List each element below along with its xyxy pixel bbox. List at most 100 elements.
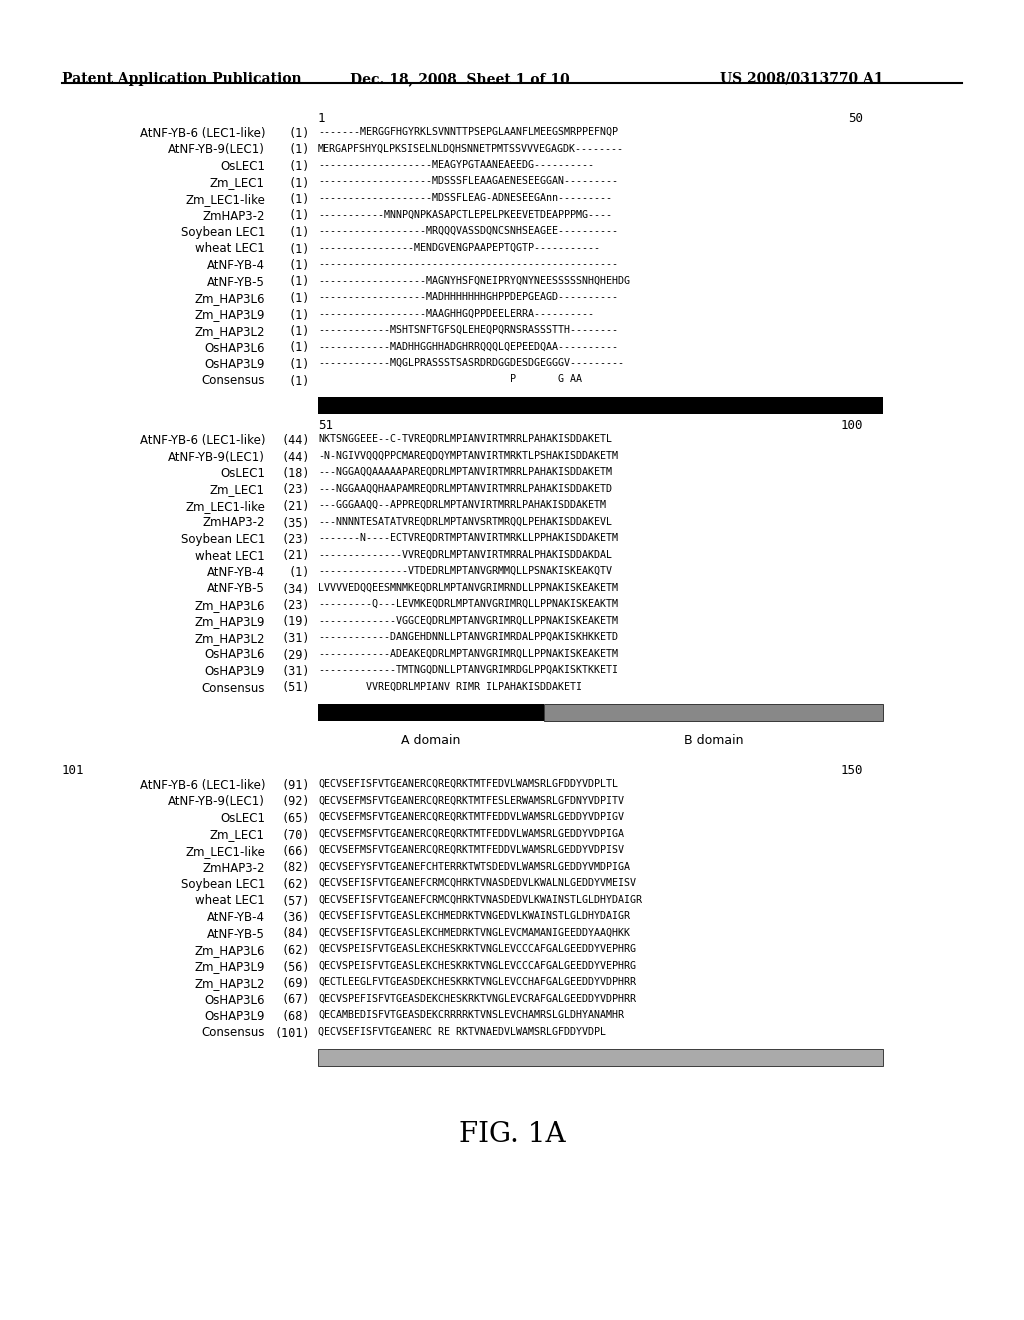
Text: US 2008/0313770 A1: US 2008/0313770 A1	[720, 73, 884, 86]
Text: QECVSEFISFVTGEANEFCRMCQHRKTVNASDEDVLKWALNLGEDDYVMEISV: QECVSEFISFVTGEANEFCRMCQHRKTVNASDEDVLKWAL…	[318, 878, 636, 888]
Text: ---------Q---LEVMKEQDRLMPTANVGRIMRQLLPPNAKISKEAKTM: ---------Q---LEVMKEQDRLMPTANVGRIMRQLLPPN…	[318, 599, 618, 609]
Text: Zm_LEC1-like: Zm_LEC1-like	[185, 193, 265, 206]
Text: Zm_LEC1: Zm_LEC1	[210, 483, 265, 496]
Text: QECVSEFMSFVTGEANERCQREQRKTMTFEDDVLWAMSRLGEDDYVDPISV: QECVSEFMSFVTGEANERCQREQRKTMTFEDDVLWAMSRL…	[318, 845, 624, 855]
Text: ------------MQGLPRASSSTSASRDRDGGDЕSDGЕGGGV---------: ------------MQGLPRASSSTSASRDRDGGDЕSDGЕGG…	[318, 358, 624, 368]
Bar	[544, 704, 883, 721]
Text: QECAMBEDISFVTGEASDEKCRRRRKTVNSLEVCHAMRSLGLDHYANAMHR: QECAMBEDISFVTGEASDEKCRRRRKTVNSLEVCHAMRSL…	[318, 1010, 624, 1020]
Text: Dec. 18, 2008  Sheet 1 of 10: Dec. 18, 2008 Sheet 1 of 10	[350, 73, 569, 86]
Text: (1): (1)	[289, 144, 310, 157]
Text: (69): (69)	[282, 977, 310, 990]
Text: 100: 100	[841, 418, 863, 432]
Text: Zm_HAP3L9: Zm_HAP3L9	[195, 961, 265, 974]
Text: QECTLEEGLFVTGEASDEKCHESKRKTVNGLEVCCHAFGALGEEDDYVDPHRR: QECTLEEGLFVTGEASDEKCHESKRKTVNGLEVCCHAFGA…	[318, 977, 636, 987]
Text: 150: 150	[841, 764, 863, 777]
Text: FIG. 1A: FIG. 1A	[459, 1121, 565, 1148]
Text: (56): (56)	[282, 961, 310, 974]
Text: ------------------MADHHHHHHHGHPPDЕРGЕAGD----------: ------------------MADHHHHHHHGHPPDЕРGЕAGD…	[318, 292, 618, 302]
Text: OsHAP3L6: OsHAP3L6	[205, 648, 265, 661]
Text: Soybean LEC1: Soybean LEC1	[180, 878, 265, 891]
Text: A domain: A domain	[401, 734, 461, 747]
Bar	[318, 1049, 883, 1067]
Text: (91): (91)	[282, 779, 310, 792]
Text: (1): (1)	[289, 325, 310, 338]
Text: ------------------MRQQQVASSDQNCSNHSЕАGЕЕ----------: ------------------MRQQQVASSDQNCSNHSЕАGЕЕ…	[318, 226, 618, 236]
Text: Zm_HAP3L6: Zm_HAP3L6	[195, 292, 265, 305]
Text: Soybean LEC1: Soybean LEC1	[180, 533, 265, 546]
Text: AtNF-YB-4: AtNF-YB-4	[207, 566, 265, 579]
Text: P       G AA: P G AA	[318, 375, 582, 384]
Text: Consensus: Consensus	[202, 681, 265, 694]
Text: OsHAP3L9: OsHAP3L9	[205, 358, 265, 371]
Text: (1): (1)	[289, 177, 310, 190]
Text: ---NGGAQQAAAAAPAREQDRLMPTANVIRTMRRLPAHAKISDDAKETM: ---NGGAQQAAAAAPAREQDRLMPTANVIRTMRRLPAHAK…	[318, 467, 612, 477]
Text: (70): (70)	[282, 829, 310, 842]
Text: (1): (1)	[289, 566, 310, 579]
Text: ZmHAP3-2: ZmHAP3-2	[203, 210, 265, 223]
Text: (34): (34)	[282, 582, 310, 595]
Text: OsLEC1: OsLEC1	[220, 467, 265, 480]
Text: (92): (92)	[282, 796, 310, 808]
Text: VVREQDRLMPIANV RIMR ILPAHAKISDDAKETI: VVREQDRLMPIANV RIMR ILPAHAKISDDAKETI	[318, 681, 582, 692]
Text: (21): (21)	[282, 549, 310, 562]
Text: 1: 1	[318, 112, 326, 125]
Text: ----------------MENDGVЕNGPAAPЕPTQGTP-----------: ----------------MENDGVЕNGPAAPЕPTQGTP----…	[318, 243, 600, 252]
Text: QECVSEFISFVTGEANERCQREQRKTMTFEDVLWAMSRLGFDDYVDPLTL: QECVSEFISFVTGEANERCQREQRKTMTFEDVLWAMSRLG…	[318, 779, 618, 789]
Text: QECVSEFMSFVTGEANERCQREQRKTMTFEDDVLWAMSRLGEDDYVDPIGA: QECVSEFMSFVTGEANERCQREQRKTMTFEDDVLWAMSRL…	[318, 829, 624, 838]
Text: AtNF-YB-4: AtNF-YB-4	[207, 911, 265, 924]
Text: -------N----ECTVREQDRTMPTANVIRTMRKLLPPHAKISDDAKETM: -------N----ECTVREQDRTMPTANVIRTMRKLLPPHA…	[318, 533, 618, 543]
Text: (44): (44)	[282, 434, 310, 447]
Text: ------------------MAGNYHSFQNEIPRYQNYNEЕSSSSSNHQHEHDG: ------------------MAGNYHSFQNEIPRYQNYNEЕS…	[318, 276, 630, 285]
Text: 101: 101	[62, 764, 85, 777]
Text: Zm_HAP3L9: Zm_HAP3L9	[195, 615, 265, 628]
Text: LVVVVEDQQEESMNMKEQDRLMPTANVGRIMRNDLLPPNAKISKEAKETM: LVVVVEDQQEESMNMKEQDRLMPTANVGRIMRNDLLPPNA…	[318, 582, 618, 593]
Text: (23): (23)	[282, 483, 310, 496]
Text: QECVSPEISFVTGEASLEKCHESKRKTVNGLEVCCCAFGALGEEDDYVEPHRG: QECVSPEISFVTGEASLEKCHESKRKTVNGLEVCCCAFGA…	[318, 944, 636, 954]
Text: -------------TMTNGQDNLLPTANVGRIMRDGLPPQAKISKTKKETI: -------------TMTNGQDNLLPTANVGRIMRDGLPPQA…	[318, 665, 618, 675]
Text: Patent Application Publication: Patent Application Publication	[62, 73, 302, 86]
Text: ------------MADHHGGHHADGHRRQQQLQЕPЕEDQAA----------: ------------MADHHGGHHADGHRRQQQLQЕPЕEDQAA…	[318, 342, 618, 351]
Text: Zm_HAP3L9: Zm_HAP3L9	[195, 309, 265, 322]
Text: (1): (1)	[289, 292, 310, 305]
Text: Zm_HAP3L2: Zm_HAP3L2	[195, 977, 265, 990]
Text: ---GGGAAQQ--APPREQDRLMPTANVIRTMRRLPAHAKISDDAKETM: ---GGGAAQQ--APPREQDRLMPTANVIRTMRRLPAHAKI…	[318, 500, 606, 510]
Text: MERGAPFSHYQLPKSISELNLDQHSNNЕТPMTSSVVVEGAGDK--------: MERGAPFSHYQLPKSISELNLDQHSNNЕТPMTSSVVVEGA…	[318, 144, 624, 153]
Text: -----------MNNPQNPKASAPCTLЕPELPKEЕVЕTDEAPPPMG----: -----------MNNPQNPKASAPCTLЕPELPKEЕVЕTDEA…	[318, 210, 612, 219]
Text: Zm_HAP3L6: Zm_HAP3L6	[195, 599, 265, 612]
Text: (23): (23)	[282, 599, 310, 612]
Text: -N-NGIVVQQQPPCMAREQDQYMPTANVIRTMRKTLPSHAKISDDAKETM: -N-NGIVVQQQPPCMAREQDQYMPTANVIRTMRKTLPSHA…	[318, 450, 618, 461]
Text: 51: 51	[318, 418, 333, 432]
Text: AtNF-YB-4: AtNF-YB-4	[207, 259, 265, 272]
Text: (1): (1)	[289, 309, 310, 322]
Bar	[318, 704, 544, 721]
Text: (65): (65)	[282, 812, 310, 825]
Text: OsHAP3L9: OsHAP3L9	[205, 665, 265, 678]
Text: ------------DANGEHDNNLLPTANVGRIMRDALPPQAKISKHKKETD: ------------DANGEHDNNLLPTANVGRIMRDALPPQA…	[318, 632, 618, 642]
Text: OsLEC1: OsLEC1	[220, 160, 265, 173]
Text: (62): (62)	[282, 944, 310, 957]
Bar	[318, 397, 883, 414]
Text: -------------------MDSSSFLEAAGAENЕSEEGGAN---------: -------------------MDSSSFLEAAGAENЕSEEGGA…	[318, 177, 618, 186]
Text: (1): (1)	[289, 193, 310, 206]
Text: (1): (1)	[289, 375, 310, 388]
Text: OsHAP3L9: OsHAP3L9	[205, 1010, 265, 1023]
Text: (1): (1)	[289, 358, 310, 371]
Text: (21): (21)	[282, 500, 310, 513]
Text: AtNF-YB-6 (LEC1-like): AtNF-YB-6 (LEC1-like)	[139, 434, 265, 447]
Text: AtNF-YB-9(LEC1): AtNF-YB-9(LEC1)	[168, 450, 265, 463]
Text: wheat LEC1: wheat LEC1	[196, 895, 265, 908]
Text: -------MERGGFHGYRKLSVNNTTPSEPGLAANFLMEEGSMRPPEFNQP: -------MERGGFHGYRKLSVNNTTPSEPGLAANFLMEEG…	[318, 127, 618, 137]
Text: ------------ADEAKEQDRLMPTANVGRIMRQLLPPNAKISKEAKETM: ------------ADEAKEQDRLMPTANVGRIMRQLLPPNA…	[318, 648, 618, 659]
Text: ------------MSHTSNFTGFSQLEHЕQPQRNSRASSSTTH--------: ------------MSHTSNFTGFSQLEHЕQPQRNSRASSST…	[318, 325, 618, 335]
Text: AtNF-YB-9(LEC1): AtNF-YB-9(LEC1)	[168, 144, 265, 157]
Text: QECVSEFYSFVTGEANEFCHTERRKTWTSDEDVLWAMSRLGEDDYVMDPIGA: QECVSEFYSFVTGEANEFCHTERRKTWTSDEDVLWAMSRL…	[318, 862, 630, 871]
Text: OsHAP3L6: OsHAP3L6	[205, 994, 265, 1006]
Text: ZmHAP3-2: ZmHAP3-2	[203, 862, 265, 874]
Text: Soybean LEC1: Soybean LEC1	[180, 226, 265, 239]
Text: (67): (67)	[282, 994, 310, 1006]
Text: Zm_HAP3L2: Zm_HAP3L2	[195, 325, 265, 338]
Text: wheat LEC1: wheat LEC1	[196, 549, 265, 562]
Text: OsLEC1: OsLEC1	[220, 812, 265, 825]
Text: (1): (1)	[289, 259, 310, 272]
Text: Consensus: Consensus	[202, 375, 265, 388]
